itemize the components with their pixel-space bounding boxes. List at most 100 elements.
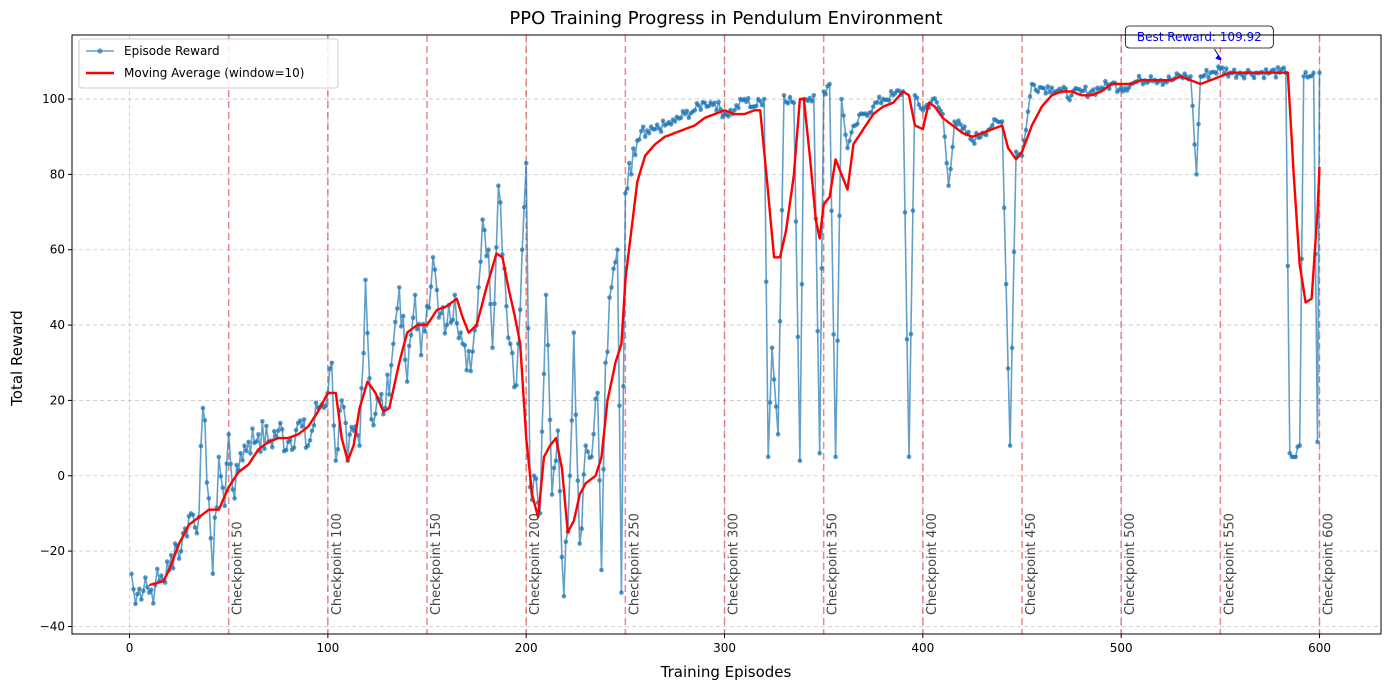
episode-reward-point	[293, 427, 299, 433]
checkpoint-label: Checkpoint 500	[1123, 513, 1138, 615]
episode-reward-point	[184, 534, 190, 539]
episode-reward-point	[1160, 82, 1166, 87]
episode-reward-point	[1063, 86, 1068, 92]
episode-reward-point	[533, 476, 539, 482]
episode-reward-point	[216, 454, 222, 460]
episode-reward-point	[855, 121, 860, 127]
legend-label-episode: Episode Reward	[124, 44, 220, 58]
episode-reward-point	[151, 601, 156, 606]
episode-reward-point	[414, 326, 420, 332]
episode-reward-point	[569, 418, 575, 423]
episode-reward-point	[1261, 75, 1267, 81]
episode-reward-point	[607, 295, 612, 300]
episode-reward-point	[984, 132, 989, 138]
episode-reward-point	[430, 254, 436, 260]
y-tick-label: 20	[50, 393, 65, 407]
episode-reward-point	[589, 454, 594, 460]
episode-reward-point	[551, 465, 557, 471]
episode-reward-point	[178, 548, 184, 554]
episode-reward-point	[1241, 76, 1247, 81]
episode-reward-point	[379, 391, 384, 397]
best-reward-arrow	[1213, 48, 1222, 60]
episode-reward-point	[761, 96, 767, 102]
episode-reward-point	[952, 119, 957, 124]
episode-reward-point	[222, 503, 227, 509]
episode-reward-point	[145, 584, 150, 590]
episode-reward-point	[944, 160, 949, 166]
episode-reward-point	[498, 200, 503, 205]
episode-reward-point	[492, 301, 497, 307]
episode-reward-point	[585, 449, 590, 455]
episode-reward-point	[545, 343, 551, 348]
episode-reward-point	[1011, 249, 1017, 255]
episode-reward-point	[307, 438, 313, 443]
episode-reward-point	[843, 132, 848, 137]
episode-reward-point	[470, 349, 475, 354]
moving-average-line	[149, 71, 1321, 587]
episode-reward-point	[966, 129, 971, 135]
episode-reward-point	[432, 267, 438, 272]
episode-reward-point	[408, 332, 414, 338]
episode-reward-point	[410, 315, 416, 321]
episode-reward-point	[339, 398, 345, 403]
episode-reward-point	[591, 431, 596, 437]
episode-reward-point	[876, 94, 882, 100]
episode-reward-point	[402, 357, 408, 363]
episode-reward-point	[309, 428, 315, 434]
episode-reward-point	[1226, 74, 1231, 79]
episode-reward-point	[1166, 74, 1172, 79]
episode-reward-point	[311, 423, 317, 428]
episode-reward-point	[654, 122, 660, 127]
episode-reward-point	[627, 160, 632, 166]
episode-reward-point	[256, 432, 261, 437]
episode-reward-point	[486, 247, 491, 252]
episode-reward-point	[208, 535, 214, 541]
episode-reward-point	[668, 122, 674, 127]
episode-reward-point	[490, 345, 495, 351]
episode-reward-point	[561, 594, 567, 599]
episode-reward-point	[149, 587, 154, 593]
episode-reward-point	[155, 566, 160, 572]
episode-reward-point	[139, 597, 144, 602]
episode-reward-point	[331, 423, 337, 428]
episode-reward-point	[232, 496, 237, 501]
episode-reward-point	[272, 428, 277, 434]
episode-reward-point	[476, 285, 481, 290]
episode-reward-point	[765, 454, 771, 460]
best-reward-box	[1124, 25, 1274, 49]
episode-reward-point	[258, 449, 263, 455]
episode-reward-point	[886, 98, 892, 103]
episode-reward-point	[557, 488, 563, 494]
episode-reward-point	[773, 404, 779, 409]
episode-reward-point	[452, 292, 458, 298]
episode-reward-point	[519, 247, 525, 252]
chart-title: PPO Training Progress in Pendulum Enviro…	[509, 8, 942, 29]
y-axis-label: Total Reward	[8, 310, 26, 407]
episode-reward-point	[1067, 97, 1072, 103]
episode-reward-point	[904, 337, 910, 342]
episode-reward-point	[759, 102, 765, 108]
episode-reward-point	[1023, 127, 1029, 133]
episode-reward-point	[190, 512, 196, 518]
episode-reward-markers	[129, 64, 1322, 607]
best-reward-arrowhead	[1215, 54, 1222, 61]
episode-reward-point	[631, 146, 636, 151]
episode-reward-point	[559, 554, 565, 560]
episode-reward-point	[698, 107, 703, 112]
episode-reward-point	[847, 138, 852, 144]
episode-reward-point	[484, 253, 489, 259]
episode-reward-point	[371, 423, 376, 428]
episode-reward-point	[1317, 70, 1322, 75]
episode-reward-point	[541, 371, 547, 377]
episode-reward-point	[799, 282, 805, 287]
episode-reward-point	[615, 247, 620, 252]
episode-reward-point	[517, 307, 523, 313]
episode-reward-point	[1027, 94, 1033, 99]
episode-reward-point	[916, 102, 922, 107]
episode-reward-point	[279, 427, 285, 432]
legend-marker-episode	[97, 48, 103, 54]
episode-reward-point	[434, 287, 440, 293]
episode-reward-point	[726, 113, 731, 119]
episode-reward-point	[696, 103, 701, 108]
episode-reward-point	[1303, 70, 1308, 75]
